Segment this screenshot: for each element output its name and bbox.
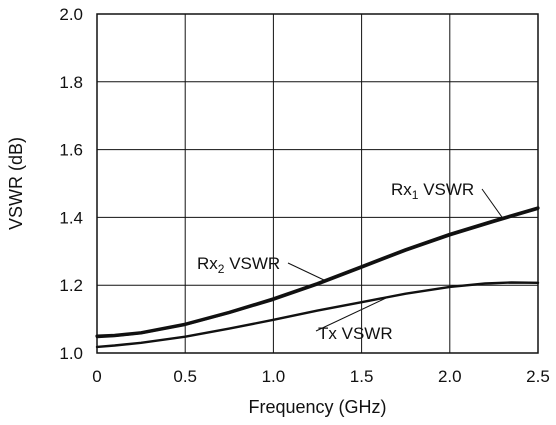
annotation-leader [287, 262, 327, 282]
x-axis-title: Frequency (GHz) [248, 397, 386, 417]
tick-labels: 0 0.5 1.0 1.5 2.0 2.5 1.0 1.2 1.4 1.6 1.8 2.0 [59, 5, 549, 386]
series-line-3 [95, 281, 540, 349]
series-line-2 [95, 207, 540, 339]
y-tick-label: 2.0 [59, 5, 83, 24]
x-tick-label: 1.5 [350, 367, 374, 386]
x-tick-label: 0 [92, 367, 101, 386]
y-tick-label: 1.0 [59, 344, 83, 363]
series-label-2: Rx2 VSWR [197, 254, 280, 276]
y-tick-label: 1.6 [59, 141, 83, 160]
series-label-3: Tx VSWR [318, 324, 393, 343]
annotation-leader [315, 296, 389, 332]
series-layer [95, 206, 540, 349]
plot-frame [96, 13, 539, 354]
y-tick-label: 1.2 [59, 276, 83, 295]
x-tick-label: 1.0 [262, 367, 286, 386]
x-tick-label: 2.0 [438, 367, 462, 386]
y-tick-label: 1.4 [59, 208, 83, 227]
x-tick-label: 2.5 [526, 367, 550, 386]
y-tick-label: 1.8 [59, 73, 83, 92]
x-tick-label: 0.5 [173, 367, 197, 386]
series-label-1: Rx1 VSWR [391, 180, 474, 202]
annotation-leader [481, 188, 504, 219]
annotation-layer: Rx1 VSWR Rx2 VSWR Tx VSWR [197, 180, 504, 343]
y-axis-title: VSWR (dB) [6, 137, 26, 230]
series-line-1 [95, 206, 540, 338]
